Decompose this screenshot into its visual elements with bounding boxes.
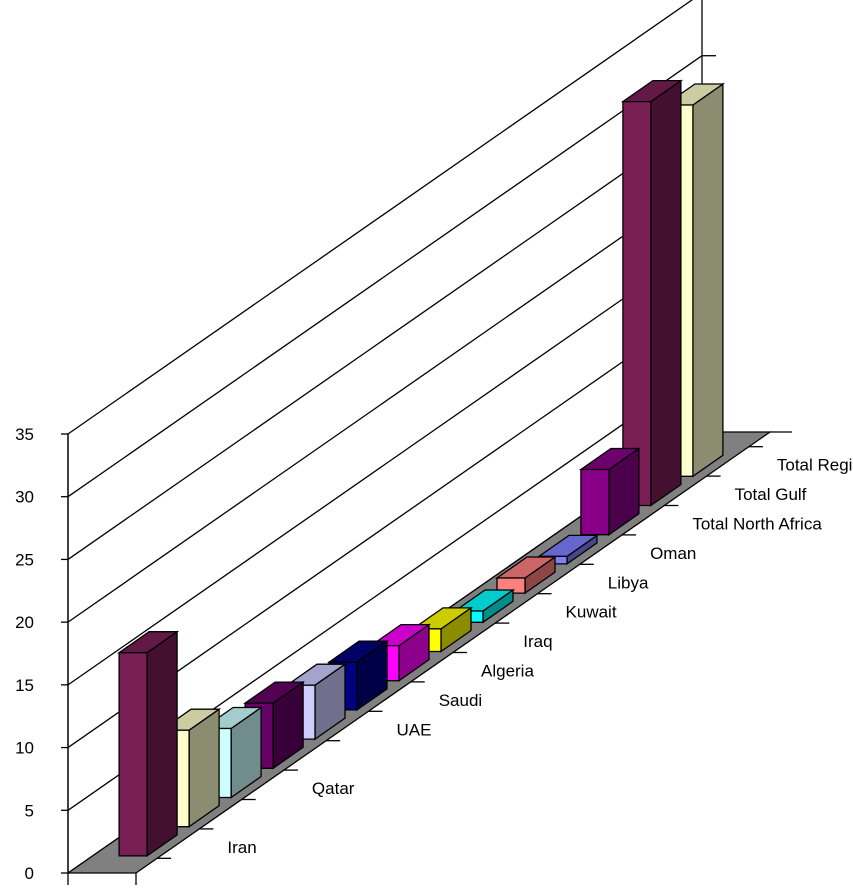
x-tick-label: Algeria <box>481 662 534 681</box>
y-tick-label: 5 <box>25 801 34 820</box>
gridline <box>67 180 703 623</box>
gridline <box>67 243 703 686</box>
bar <box>117 630 180 858</box>
x-tick-label: UAE <box>396 720 431 739</box>
y-tick-label: 15 <box>15 676 34 695</box>
y-tick-label: 10 <box>15 739 34 758</box>
x-tick-label: Saudi <box>439 691 482 710</box>
x-tick-label: Total Region <box>777 456 853 475</box>
gridline <box>67 117 703 560</box>
bar-front <box>622 100 652 507</box>
x-tick-label: Total Gulf <box>735 485 807 504</box>
y-tick-label: 30 <box>15 488 34 507</box>
x-tick-label: Total North Africa <box>692 515 822 534</box>
y-tick-label: 20 <box>15 613 34 632</box>
x-tick-label: Kuwait <box>566 603 617 622</box>
x-tick-label: Iraq <box>523 632 552 651</box>
bar-front <box>118 652 148 857</box>
y-tick-label: 0 <box>25 864 34 883</box>
bar-front <box>580 468 610 536</box>
gridline <box>67 55 703 498</box>
bar-front <box>496 577 526 594</box>
bar <box>620 79 683 507</box>
y-tick-label: 35 <box>15 425 34 444</box>
bar <box>578 447 641 536</box>
x-tick-label: Oman <box>650 544 696 563</box>
x-tick-label: Libya <box>608 573 649 592</box>
chart-axes: 0 5 10 15 20 25 30 35 Iran Qatar UAE Saudi Algeria Ir… <box>15 425 853 885</box>
bar-side <box>692 82 724 478</box>
bar <box>494 555 558 595</box>
bar-side <box>146 630 178 858</box>
y-tick-label: 25 <box>15 550 34 569</box>
gridline <box>67 0 694 435</box>
bar-series <box>117 79 725 858</box>
x-tick-label: Qatar <box>312 779 355 798</box>
bar-side <box>650 79 682 507</box>
x-tick-label: Iran <box>227 838 256 857</box>
